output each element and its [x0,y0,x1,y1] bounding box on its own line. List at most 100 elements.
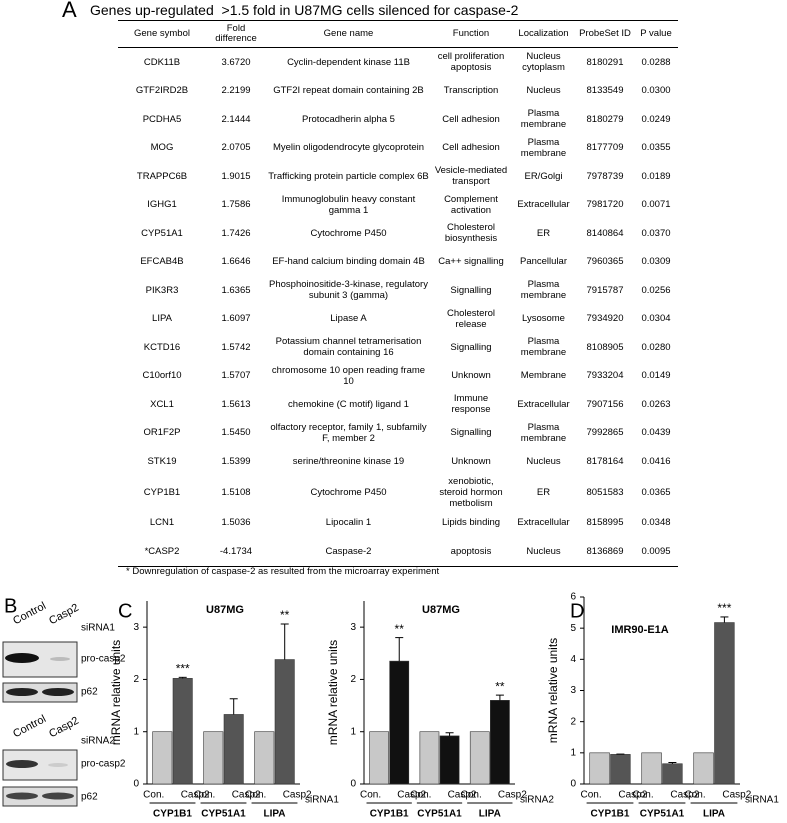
x-tick-label: CYP51A1 [417,809,462,820]
table-cell: Ca++ signalling [438,256,504,268]
table-cell: Nucleus [526,85,561,97]
y-axis-label: mRNA relative units [326,640,340,745]
table-cell: TRAPPC6B [136,170,188,182]
band [48,763,68,767]
table-cell: LIPA [152,313,172,325]
bar [641,752,662,785]
bar [490,700,510,785]
table-cell: Lipocalin 1 [325,517,372,529]
table-cell: chromosome 10 open reading frame 10 [271,364,426,387]
band-label: pro-casp2 [81,654,126,665]
bar [389,660,410,785]
table-cell: EF-hand calcium binding domain 4B [272,256,425,268]
condition-label: siRNA2 [520,795,554,806]
table-cell: 8108905 [586,341,624,353]
table-cell: cell proliferation apoptosis [437,51,505,74]
table-cell: 7978739 [586,170,624,182]
series-label: Con. [360,790,381,801]
bar [152,731,173,785]
table-cell: CDK11B [143,56,181,68]
table-cell: 7933204 [586,370,624,382]
band [6,688,38,696]
x-tick-label: CYP51A1 [201,809,246,820]
table-cell: 7960365 [586,256,624,268]
series-label: Con. [410,790,431,801]
table-cell: Unknown [451,370,491,382]
table-cell: Cytochrome P450 [310,486,387,498]
table-cell: 8180279 [586,113,624,125]
table-cell: 1.5613 [221,398,251,410]
blot [2,786,78,807]
table-cell: Plasma membrane [520,279,567,302]
table-row: *CASP2 -4.1734 Caspase-2 apoptosis Nucleus 81… [118,537,678,567]
table-cell: xenobiotic, steroid hormon metbolism [439,475,503,509]
table-cell: PIK3R3 [145,284,179,296]
panel-label: C [118,600,132,622]
series-label: Casp2 [722,790,751,801]
table-cell: 1.5742 [221,341,251,353]
bar [172,678,193,785]
table-cell: PCDHA5 [142,113,182,125]
table-cell: Lipase A [330,313,367,325]
table-cell: Trafficking protein particle complex 6B [268,170,429,182]
bar [439,735,460,785]
table-cell: Pancellular [520,256,567,268]
condition-label: siRNA2 [81,736,115,747]
table-cell: ER [536,486,551,498]
column-header: Fold difference [206,20,266,48]
table-cell: Nucleus [511,537,576,567]
table-cell: 0.0095 [634,537,678,567]
table-cell: 0.0149 [641,370,671,382]
y-tick-label: 0 [570,779,576,790]
table-cell: Membrane [520,370,567,382]
table-cell: MOG [150,142,174,154]
y-tick-label: 0 [133,779,139,790]
table-cell: 2.2199 [221,85,251,97]
bar [662,763,683,785]
column-header: P value [634,20,678,48]
significance: ** [395,622,405,636]
table-cell: 0.0300 [641,85,671,97]
column-header: ProbeSet ID [576,20,634,48]
table-cell: 0.0189 [641,170,671,182]
table-cell: Extracellular [517,199,570,211]
table-row: CDK11B 3.6720 Cyclin-dependent kinase 11B c… [118,48,678,77]
series-label: Casp2 [181,790,210,801]
table-cell: apoptosis [431,537,511,567]
y-tick-label: 1 [350,726,356,737]
panel-label: A [62,0,77,22]
y-axis-label: mRNA relative units [546,638,560,743]
band [50,657,70,661]
table-cell: 0.0439 [641,427,671,439]
y-tick-label: 2 [350,674,356,685]
table-cell: ER [536,227,551,239]
table-cell: Plasma membrane [520,108,567,131]
series-label: Con. [580,790,601,801]
x-tick-label: LIPA [263,809,285,820]
series-label: Con. [684,790,705,801]
y-tick-label: 5 [570,623,576,634]
table-row: GTF2IRD2B 2.2199 GTF2I repeat domain conta… [118,77,678,106]
table-cell: 7934920 [586,313,624,325]
table-cell: STK19 [147,455,177,467]
table-cell: Cholesterol biosynthesis [444,222,498,245]
blot [2,682,78,703]
band [6,760,38,768]
header-row: Gene symbol Fold difference Gene name Funct… [118,20,678,48]
series-label: Casp2 [283,790,312,801]
table-cell: Immune response [451,393,491,416]
x-tick-label: CYP1B1 [591,809,630,820]
table-cell: Transcription [443,85,499,97]
significance: *** [176,662,190,676]
table-cell: Signalling [450,341,492,353]
table-cell: serine/threonine kinase 19 [292,455,405,467]
table-cell: Cyclin-dependent kinase 11B [287,56,410,68]
table-row: CYP51A1 1.7426 Cytochrome P450 Cholesterol … [118,219,678,248]
table-cell: 1.6365 [221,284,251,296]
bar [469,731,490,785]
series-label: Con. [461,790,482,801]
table-row: KCTD16 1.5742 Potassium channel tetrameris… [118,333,678,362]
table-cell: GTF2I repeat domain containing 2B [273,85,424,97]
table-cell: 7981720 [586,199,624,211]
table-cell: 8140864 [586,227,624,239]
